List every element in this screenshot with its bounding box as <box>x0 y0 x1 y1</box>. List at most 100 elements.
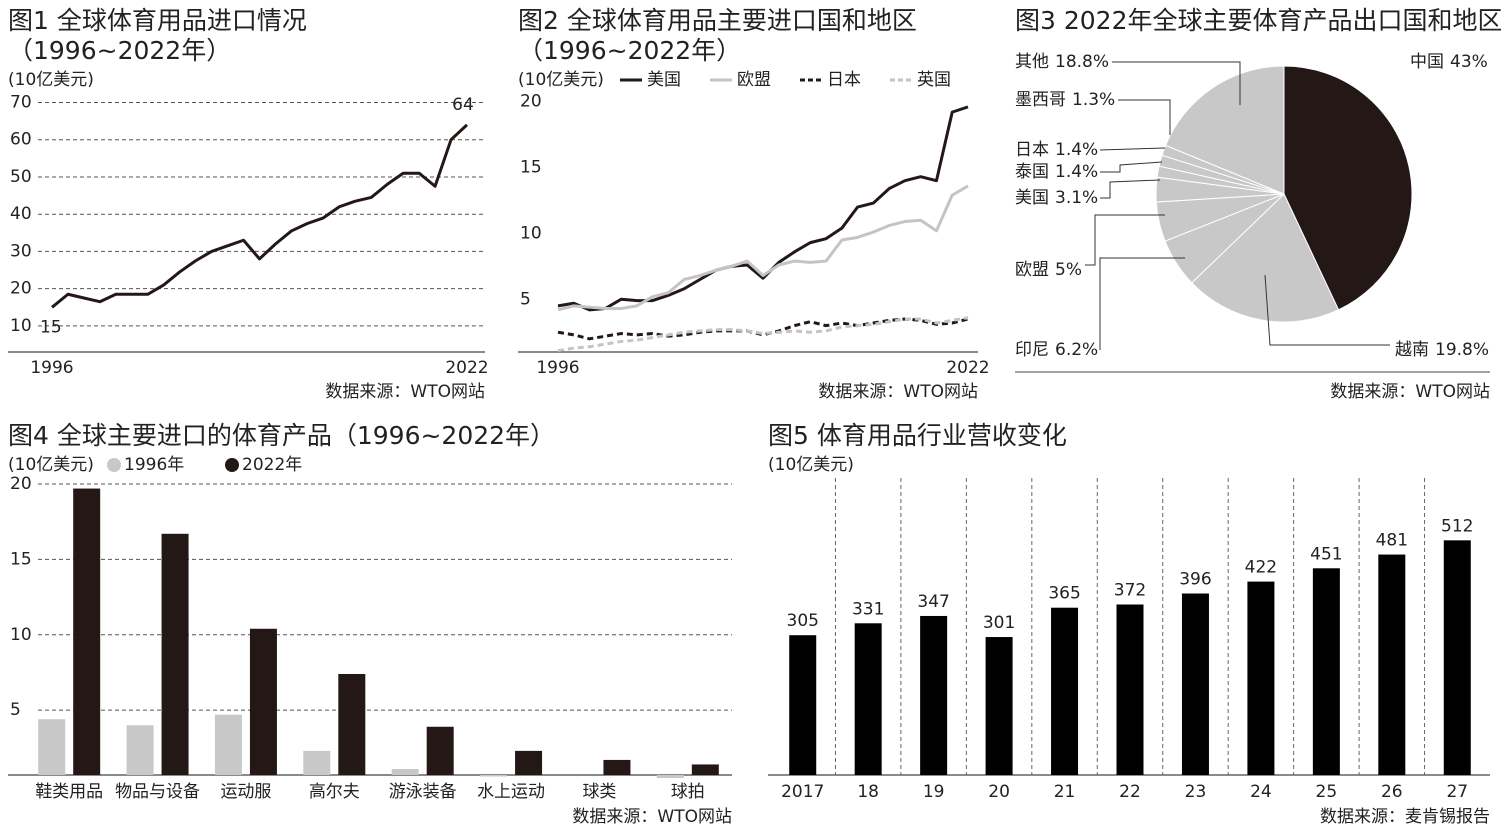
x-tick-label: 18 <box>857 782 879 802</box>
legend-label: 日本 <box>827 70 861 90</box>
pie-label: 泰国 1.4% <box>1015 162 1098 182</box>
data-line <box>557 105 969 312</box>
chart-title: 图3 2022年全球主要体育产品出口国和地区 <box>1015 6 1501 35</box>
x-tick-label: 2022 <box>445 358 488 378</box>
chart-title: （1996~2022年） <box>518 36 741 65</box>
y-tick-label: 60 <box>10 130 32 150</box>
chart-panel: 图5 体育用品行业营收变化 (10亿美元) 数据来源：麦肯锡报告 2017 18 19 20… <box>768 421 1490 827</box>
x-tick-label: 1996 <box>30 358 73 378</box>
x-tick-label: 19 <box>923 782 945 802</box>
leader-line <box>1099 257 1185 350</box>
pie-label-name: 美国 <box>1015 188 1049 208</box>
x-tick-label: 27 <box>1446 782 1468 802</box>
pie-label-value: 3.1% <box>1055 188 1098 208</box>
legend-label: 欧盟 <box>737 70 771 90</box>
source-note: 数据来源：麦肯锡报告 <box>1320 807 1490 827</box>
pie-label-value: 5% <box>1055 260 1082 280</box>
leader-line <box>1264 274 1390 346</box>
unit-label: (10亿美元) <box>8 70 94 90</box>
legend-label: 美国 <box>647 70 681 90</box>
bar <box>1378 554 1406 775</box>
x-tick-label: 球拍 <box>671 782 705 802</box>
source-note: 数据来源：WTO网站 <box>818 382 978 402</box>
bar <box>1312 568 1340 775</box>
chart-title: （1996~2022年） <box>8 36 231 65</box>
pie-label-name: 墨西哥 <box>1015 90 1066 110</box>
x-tick-label: 20 <box>988 782 1010 802</box>
leader-line <box>1085 214 1165 266</box>
pie-label: 越南 19.8% <box>1395 340 1489 360</box>
x-tick-label: 鞋类用品 <box>35 782 103 802</box>
bar <box>426 726 454 775</box>
leader-line <box>1118 99 1171 135</box>
y-tick-label: 70 <box>10 92 32 112</box>
bar <box>249 628 277 775</box>
data-label: 422 <box>1245 558 1277 578</box>
chart-panel: 图1 全球体育用品进口情况（1996~2022年） (10亿美元) 数据来源：WTO… <box>8 6 489 402</box>
bar <box>126 725 154 775</box>
source-note: 数据来源：WTO网站 <box>325 382 485 402</box>
data-label: 15 <box>40 317 62 337</box>
unit-label: (10亿美元) <box>518 70 604 90</box>
leader-line <box>1112 61 1241 105</box>
y-tick-label: 20 <box>10 279 32 299</box>
data-label: 512 <box>1441 516 1473 536</box>
pie-label: 印尼 6.2% <box>1015 340 1098 360</box>
pie-label-name: 越南 <box>1395 340 1429 360</box>
x-tick-label: 1996 <box>536 358 579 378</box>
unit-label: (10亿美元) <box>768 455 854 475</box>
data-label: 451 <box>1310 544 1342 564</box>
chart-title: 图4 全球主要进口的体育产品（1996~2022年） <box>8 421 555 450</box>
bar <box>985 637 1013 775</box>
pie-label: 中国 43% <box>1410 52 1488 72</box>
pie-label-name: 印尼 <box>1015 340 1049 360</box>
data-label: 372 <box>1114 581 1146 601</box>
x-tick-label: 高尔夫 <box>309 782 360 802</box>
pie-label-value: 18.8% <box>1055 52 1109 72</box>
bar <box>691 764 719 775</box>
pie-label-value: 1.4% <box>1055 140 1098 160</box>
x-tick-label: 球类 <box>582 782 616 802</box>
data-line <box>557 316 969 353</box>
data-label: 481 <box>1376 531 1408 551</box>
x-tick-label: 水上运动 <box>477 782 545 802</box>
pie-label: 日本 1.4% <box>1015 140 1098 160</box>
legend-swatch <box>107 458 121 472</box>
pie-label: 欧盟 5% <box>1015 260 1082 280</box>
legend-label: 2022年 <box>242 455 302 475</box>
bar <box>1181 593 1209 775</box>
leader-line <box>1099 147 1166 151</box>
pie-label-value: 19.8% <box>1435 340 1489 360</box>
leader-line <box>1100 161 1163 173</box>
pie-label-name: 泰国 <box>1015 162 1049 182</box>
chart-title: 图5 体育用品行业营收变化 <box>768 421 1067 450</box>
pie-label-name: 中国 <box>1410 52 1444 72</box>
y-tick-label: 5 <box>10 700 21 720</box>
data-label: 301 <box>983 613 1015 633</box>
bar <box>214 714 242 775</box>
chart-panel: 图4 全球主要进口的体育产品（1996~2022年） (10亿美元) 数据来源：WT… <box>8 421 732 827</box>
data-line <box>557 317 969 341</box>
pie-label-value: 1.4% <box>1055 162 1098 182</box>
x-tick-label: 23 <box>1185 782 1207 802</box>
bar <box>603 759 631 775</box>
x-tick-label: 24 <box>1250 782 1272 802</box>
pie-slice <box>1283 65 1413 311</box>
bar <box>38 719 66 775</box>
y-tick-label: 10 <box>10 316 32 336</box>
y-tick-label: 40 <box>10 204 32 224</box>
data-label: 396 <box>1179 570 1211 590</box>
data-label: 64 <box>452 95 474 115</box>
data-line <box>51 123 469 309</box>
unit-label: (10亿美元) <box>8 455 94 475</box>
bar <box>854 623 882 775</box>
pie-label-name: 日本 <box>1015 140 1049 160</box>
legend-swatch <box>225 458 239 472</box>
bar <box>480 775 508 777</box>
y-tick-label: 15 <box>520 157 542 177</box>
x-tick-label: 运动服 <box>220 782 271 802</box>
data-label: 305 <box>787 611 819 631</box>
data-label: 331 <box>852 599 884 619</box>
chart-title: 图2 全球体育用品主要进口国和地区 <box>518 6 917 35</box>
